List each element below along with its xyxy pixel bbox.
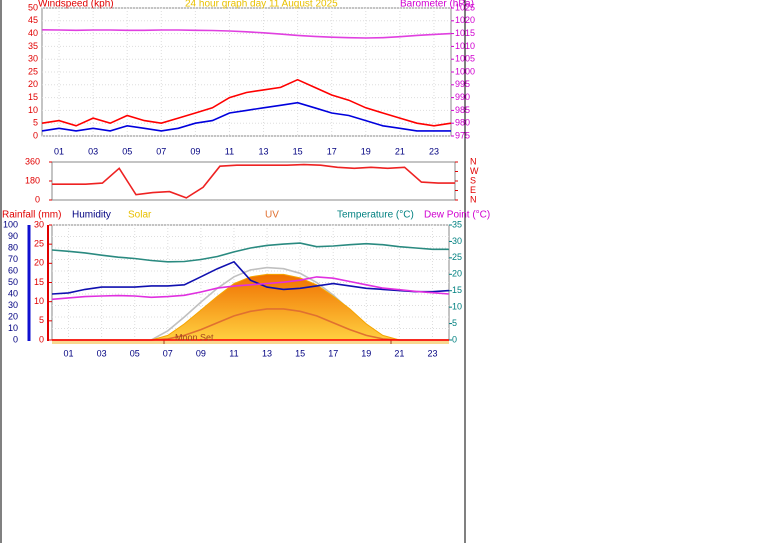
y-tick-label: 25 — [452, 252, 462, 262]
annotation: Moon Set — [175, 332, 214, 342]
y-tick-label: 180 — [25, 175, 40, 185]
x-tick-label: 09 — [190, 146, 200, 156]
y-tick-label: 20 — [452, 269, 462, 279]
y-tick-label: 20 — [34, 258, 44, 268]
y-tick-label: 975 — [455, 130, 470, 140]
header-label: UV — [265, 210, 279, 221]
y-tick-label: 35 — [28, 41, 38, 51]
x-tick-label: 07 — [156, 146, 166, 156]
x-tick-label: 11 — [229, 348, 238, 358]
y-tick-label: 15 — [28, 92, 38, 102]
y-tick-label: 80 — [8, 242, 18, 252]
x-tick-label: 21 — [395, 146, 405, 156]
y-tick-label: 25 — [34, 239, 44, 249]
x-tick-label: 05 — [122, 146, 132, 156]
y-tick-label: 30 — [34, 219, 44, 229]
y-tick-label: 1020 — [455, 15, 475, 25]
header-label: Barometer (hPa) — [400, 0, 474, 10]
y-tick-label: 30 — [28, 54, 38, 64]
y-tick-label: E — [470, 185, 476, 195]
header-label: Rainfall (mm) — [2, 210, 61, 221]
y-tick-label: 995 — [455, 79, 470, 89]
x-tick-label: 13 — [262, 348, 272, 358]
x-tick-label: 01 — [64, 348, 74, 358]
y-tick-label: 40 — [28, 28, 38, 38]
series-line — [41, 101, 451, 132]
y-tick-label: 5 — [452, 318, 457, 328]
header-label: Humidity — [72, 210, 111, 221]
y-tick-label: 35 — [452, 219, 462, 229]
x-tick-label: 15 — [293, 146, 303, 156]
y-tick-label: 40 — [8, 288, 18, 298]
series-line — [51, 260, 450, 295]
x-tick-label: 05 — [130, 348, 140, 358]
x-tick-label: 23 — [427, 348, 437, 358]
y-tick-label: 0 — [452, 334, 457, 344]
x-tick-label: 13 — [259, 146, 269, 156]
x-tick-label: 15 — [295, 348, 305, 358]
x-tick-label: 09 — [196, 348, 206, 358]
y-tick-label: 1000 — [455, 66, 475, 76]
y-tick-label: 10 — [28, 105, 38, 115]
y-tick-label: 30 — [8, 300, 18, 310]
x-tick-label: 03 — [88, 146, 98, 156]
x-tick-label: 11 — [225, 146, 234, 156]
ground-strip — [52, 340, 449, 344]
y-tick-label: 360 — [25, 156, 40, 166]
y-tick-label: 1025 — [455, 2, 475, 12]
x-tick-label: 01 — [54, 146, 64, 156]
y-tick-label: 985 — [455, 105, 470, 115]
y-tick-label: 20 — [28, 79, 38, 89]
y-tick-label: 15 — [452, 285, 462, 295]
header-label: Solar — [128, 210, 152, 221]
y-tick-label: 45 — [28, 15, 38, 25]
y-tick-label: 25 — [28, 66, 38, 76]
y-tick-label: 10 — [34, 296, 44, 306]
x-tick-label: 19 — [361, 146, 371, 156]
y-tick-label: 1010 — [455, 41, 475, 51]
series-line — [51, 276, 450, 301]
x-tick-label: 03 — [97, 348, 107, 358]
y-tick-label: 10 — [8, 323, 18, 333]
header-label: Temperature (°C) — [337, 210, 414, 221]
x-tick-label: 07 — [163, 348, 173, 358]
y-tick-label: N — [470, 194, 477, 204]
x-tick-label: 19 — [361, 348, 371, 358]
y-tick-label: 50 — [8, 277, 18, 287]
series-line — [41, 29, 452, 39]
y-tick-label: S — [470, 175, 476, 185]
y-tick-label: 90 — [8, 231, 18, 241]
y-tick-label: W — [470, 166, 479, 176]
y-tick-label: 50 — [28, 2, 38, 12]
y-tick-label: N — [470, 156, 477, 166]
y-tick-label: 1015 — [455, 28, 475, 38]
y-tick-label: 0 — [33, 130, 38, 140]
header-label: Windspeed (kph) — [38, 0, 114, 10]
series-line — [41, 78, 452, 127]
y-tick-label: 60 — [8, 265, 18, 275]
series-line — [51, 242, 449, 263]
y-tick-label: 10 — [452, 302, 462, 312]
x-tick-label: 21 — [394, 348, 404, 358]
y-tick-label: 5 — [39, 315, 44, 325]
y-tick-label: 5 — [33, 118, 38, 128]
y-tick-label: 30 — [452, 236, 462, 246]
x-tick-label: 23 — [429, 146, 439, 156]
y-tick-label: 0 — [13, 334, 18, 344]
header-label: Dew Point (°C) — [424, 210, 490, 221]
x-tick-label: 17 — [328, 348, 338, 358]
x-tick-label: 17 — [327, 146, 337, 156]
y-tick-label: 20 — [8, 311, 18, 321]
y-tick-label: 1005 — [455, 54, 475, 64]
y-tick-label: 0 — [35, 194, 40, 204]
y-tick-label: 70 — [8, 254, 18, 264]
y-tick-label: 0 — [39, 334, 44, 344]
y-tick-label: 980 — [455, 118, 470, 128]
y-tick-label: 15 — [34, 277, 44, 287]
y-tick-label: 100 — [3, 219, 18, 229]
y-tick-label: 990 — [455, 92, 470, 102]
header-label: 24 hour graph day 11 August 2025 — [185, 0, 338, 10]
series-line — [52, 163, 455, 199]
